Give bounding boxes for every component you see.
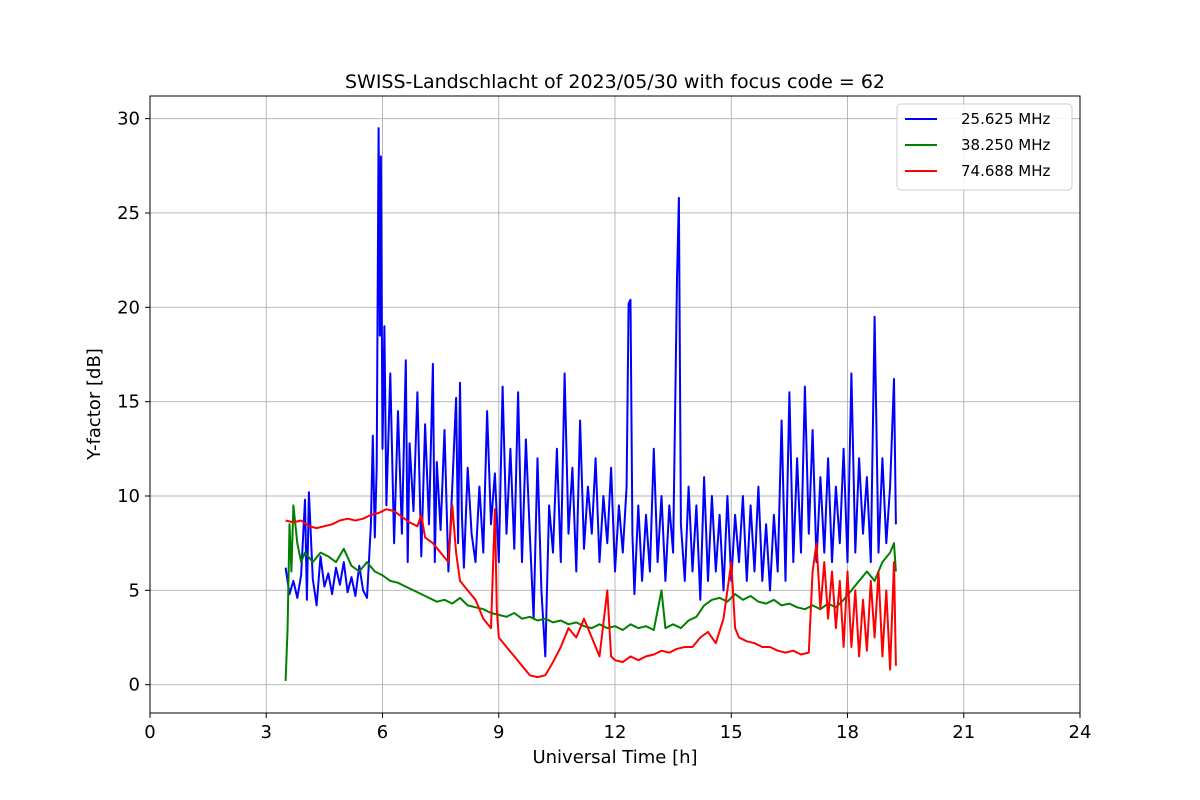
x-tick-label: 24 — [1069, 722, 1092, 743]
x-axis-label: Universal Time [h] — [532, 747, 697, 768]
y-tick-label: 15 — [117, 392, 140, 413]
x-tick-label: 6 — [377, 722, 388, 743]
y-tick-label: 30 — [117, 109, 140, 130]
y-tick-label: 5 — [129, 580, 140, 601]
y-axis-label: Y-factor [dB] — [84, 348, 105, 461]
x-tick-label: 0 — [144, 722, 155, 743]
x-tick-label: 12 — [604, 722, 627, 743]
chart-title: SWISS-Landschlacht of 2023/05/30 with fo… — [345, 71, 885, 93]
series-line-2 — [284, 504, 897, 681]
y-tick-label: 0 — [129, 675, 140, 696]
x-tick-label: 15 — [720, 722, 743, 743]
legend-label-3: 74.688 MHz — [961, 162, 1050, 180]
series-line-1 — [284, 127, 897, 658]
series-line-3 — [285, 504, 897, 679]
x-tick-label: 3 — [261, 722, 272, 743]
x-tick-label: 21 — [952, 722, 975, 743]
legend-box — [896, 103, 1073, 191]
y-tick-label: 10 — [117, 486, 140, 507]
legend: 25.625 MHz 38.250 MHz 74.688 MHz — [896, 103, 1073, 191]
x-tick-label: 9 — [493, 722, 504, 743]
y-tick-label: 25 — [117, 203, 140, 224]
legend-label-2: 38.250 MHz — [961, 136, 1050, 154]
y-tick-label: 20 — [117, 297, 140, 318]
axis-ticks: 0 3 6 9 12 15 18 21 24 0 5 10 15 20 25 30 — [117, 109, 1091, 743]
series-layer — [284, 127, 897, 681]
x-tick-label: 18 — [836, 722, 859, 743]
legend-label-1: 25.625 MHz — [961, 110, 1050, 128]
